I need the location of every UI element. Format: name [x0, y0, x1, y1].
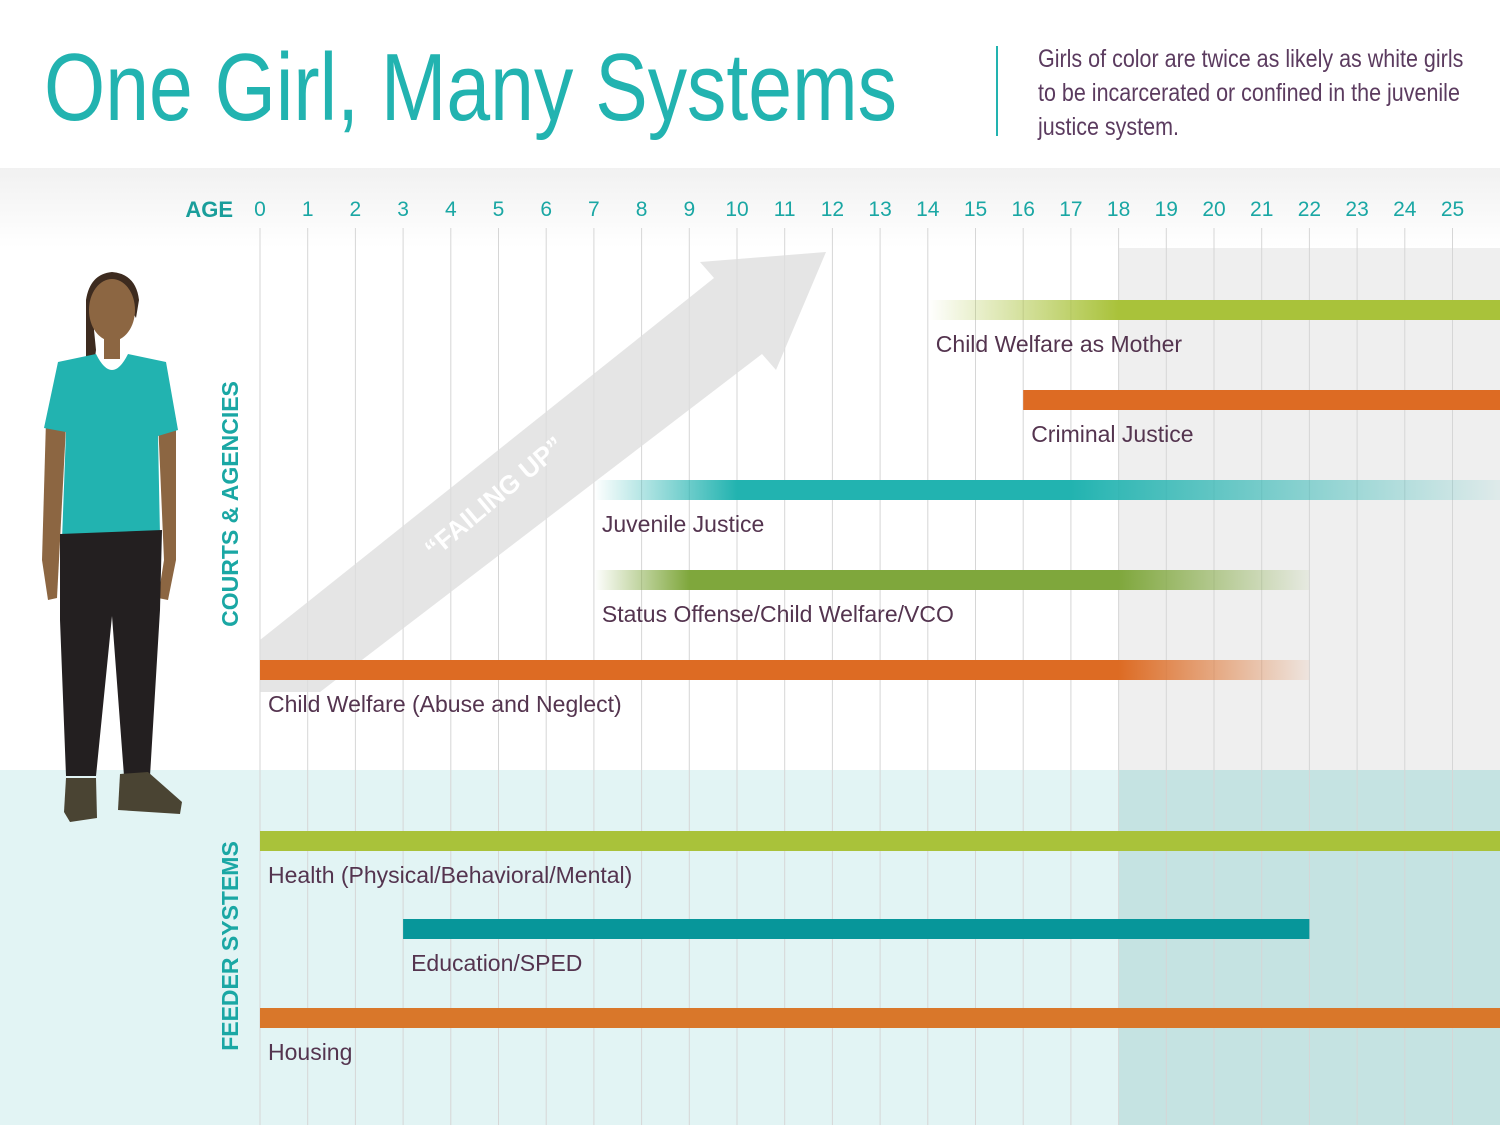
system-bars: Child Welfare as Mother Criminal Justice J…: [260, 300, 1500, 1065]
age-tick-label: 10: [725, 198, 748, 221]
bar-child-welfare-as-mother: [927, 300, 1500, 320]
page-title: One Girl, Many Systems: [44, 34, 898, 141]
age-tick-label: 2: [350, 198, 362, 221]
age-tick-label: 23: [1345, 198, 1368, 221]
age-tick-label: 4: [445, 198, 457, 221]
bar-status-offense-child-welfare-vco: [593, 570, 1310, 590]
girl-head: [89, 279, 135, 341]
age-tick-label: 14: [916, 198, 940, 221]
girl-neck: [104, 335, 120, 359]
bar-label: Status Offense/Child Welfare/VCO: [602, 601, 954, 627]
bar-label: Health (Physical/Behavioral/Mental): [268, 862, 632, 888]
girl-shirt: [44, 354, 178, 540]
age-tick-label: 11: [774, 198, 796, 221]
age-tick-label: 21: [1250, 198, 1273, 221]
age-tick-label: 3: [397, 198, 409, 221]
age-tick-label: 24: [1393, 198, 1417, 221]
girl-pants: [60, 530, 162, 776]
section-label-feeder-systems: FEEDER SYSTEMS: [217, 841, 243, 1051]
axis-band: [0, 168, 1500, 248]
section-label-courts-agencies: COURTS & AGENCIES: [217, 381, 243, 627]
age-tick-label: 25: [1441, 198, 1464, 221]
age-tick-label: 17: [1059, 198, 1082, 221]
age-tick-label: 1: [302, 198, 314, 221]
bar-label: Education/SPED: [411, 950, 582, 976]
bar-criminal-justice: [1023, 390, 1500, 410]
bar-label: Juvenile Justice: [602, 511, 764, 537]
age-axis-title: AGE: [185, 197, 233, 222]
bar-health-physical-behavioral-mental: [260, 831, 1500, 851]
bar-housing: [260, 1008, 1500, 1028]
bar-label: Housing: [268, 1039, 352, 1065]
age-tick-label: 22: [1298, 198, 1321, 221]
age-tick-label: 13: [868, 198, 891, 221]
bar-label: Child Welfare as Mother: [936, 331, 1183, 357]
girl-right-shoe: [118, 772, 182, 814]
page-subtitle: Girls of color are twice as likely as wh…: [1038, 45, 1464, 141]
bar-juvenile-justice: [593, 480, 1500, 500]
failing-up-arrow-shape: [260, 252, 826, 692]
age-tick-label: 6: [540, 198, 552, 221]
bar-label: Child Welfare (Abuse and Neglect): [268, 691, 622, 717]
girl-right-arm: [158, 418, 176, 600]
bar-child-welfare-abuse-and-neglect: [260, 660, 1310, 680]
girl-left-arm: [42, 420, 66, 600]
title-divider: [996, 46, 998, 136]
age-tick-label: 16: [1012, 198, 1035, 221]
age-tick-label: 19: [1155, 198, 1178, 221]
age-tick-label: 15: [964, 198, 987, 221]
age-tick-label: 12: [821, 198, 844, 221]
age-tick-label: 18: [1107, 198, 1130, 221]
age-tick-label: 7: [588, 198, 600, 221]
girl-figure-illustration: [42, 272, 182, 822]
girl-left-shoe: [64, 778, 97, 822]
age-tick-label: 0: [254, 198, 266, 221]
age-tick-label: 5: [493, 198, 505, 221]
age-tick-labels: 0 1 2 3 4 5 6 7 8 9 10 11 12 13 14 15 16 17 18 19 20 21 22 23 24…: [254, 198, 1464, 221]
bar-label: Criminal Justice: [1031, 421, 1193, 447]
age-tick-label: 20: [1202, 198, 1225, 221]
age-tick-label: 9: [683, 198, 695, 221]
age-tick-label: 8: [636, 198, 648, 221]
bar-education-sped: [403, 919, 1310, 939]
